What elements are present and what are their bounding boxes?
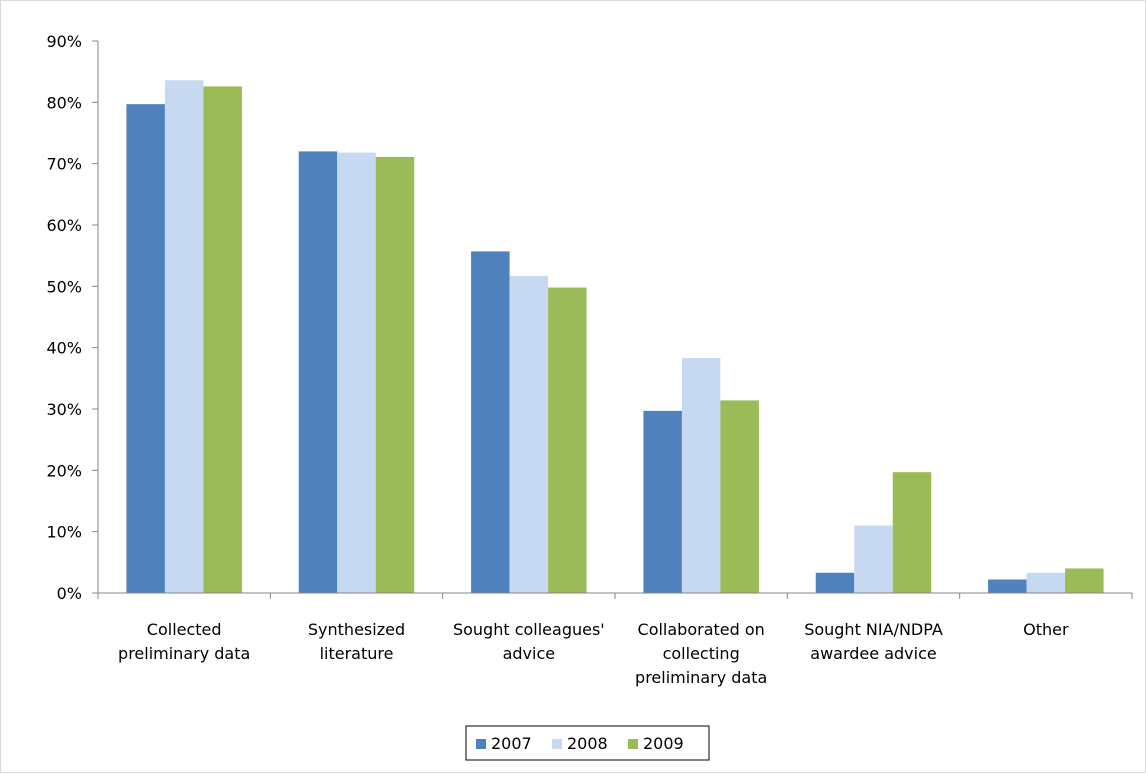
x-axis-category-labels: Collected preliminary data Synthesized lite… xyxy=(118,620,1069,687)
x-category-label: Sought NIA/NDPA awardee advice xyxy=(804,620,943,663)
y-axis-ticks: 0% 10% 20% 30% 40% 50% 60% 70% 80% 90% xyxy=(46,32,98,603)
x-category-label-line: advice xyxy=(503,644,556,663)
legend-swatch-2007 xyxy=(476,739,486,749)
legend: 2007 2008 2009 xyxy=(465,725,710,761)
x-category-label-line: collecting xyxy=(663,644,740,663)
x-category-label-line: literature xyxy=(320,644,394,663)
bar-2008-0 xyxy=(164,80,204,593)
bar-2007-2 xyxy=(471,251,510,593)
bar-2008-2 xyxy=(509,275,549,593)
y-tick-label: 60% xyxy=(46,216,82,235)
x-category-label-line: Collaborated on xyxy=(638,620,765,639)
bar-2007-0 xyxy=(126,104,165,593)
bar-2007-1 xyxy=(298,151,338,593)
y-tick-label: 70% xyxy=(46,155,82,174)
axes xyxy=(97,41,1133,599)
y-tick-label: 10% xyxy=(46,523,82,542)
bar-2007-3 xyxy=(643,410,682,593)
x-category-label-line: Other xyxy=(1023,620,1069,639)
bar-2009-5 xyxy=(1065,568,1104,593)
y-tick-label: 80% xyxy=(46,93,82,112)
bar-2009-2 xyxy=(548,287,587,593)
bar-2009-3 xyxy=(720,400,759,593)
legend-label-2009: 2009 xyxy=(643,734,684,753)
x-category-label-line: Sought NIA/NDPA xyxy=(804,620,943,639)
x-category-label-line: preliminary data xyxy=(635,668,767,687)
y-tick-label: 20% xyxy=(46,461,82,480)
bars xyxy=(126,80,1104,594)
bar-2009-0 xyxy=(203,86,242,594)
x-category-label-line: awardee advice xyxy=(810,644,936,663)
bar-2008-4 xyxy=(854,525,893,593)
y-tick-label: 0% xyxy=(57,584,82,603)
x-category-label-line: Sought colleagues' xyxy=(453,620,605,639)
bar-2007-4 xyxy=(815,572,855,593)
x-category-label-line: preliminary data xyxy=(118,644,250,663)
x-category-label: Sought colleagues' advice xyxy=(453,620,605,663)
bar-2009-1 xyxy=(375,156,415,594)
y-tick-label: 40% xyxy=(46,339,82,358)
x-category-label: Other xyxy=(1023,620,1069,639)
bar-2007-5 xyxy=(988,579,1027,593)
bar-2008-3 xyxy=(681,358,721,593)
bar-2008-5 xyxy=(1026,572,1066,593)
x-category-label-line: Collected xyxy=(147,620,222,639)
legend-box xyxy=(465,725,710,761)
x-category-label: Collaborated on collecting preliminary dat… xyxy=(635,620,767,687)
legend-label-2007: 2007 xyxy=(491,734,532,753)
legend-swatch-2008 xyxy=(552,739,562,749)
bar-2008-1 xyxy=(337,152,376,594)
legend-swatch-2009 xyxy=(628,739,638,749)
bar-2009-4 xyxy=(892,472,932,593)
legend-label-2008: 2008 xyxy=(567,734,608,753)
y-tick-label: 90% xyxy=(46,32,82,51)
y-tick-label: 50% xyxy=(46,277,82,296)
x-category-label-line: Synthesized xyxy=(308,620,405,639)
x-category-label: Collected preliminary data xyxy=(118,620,250,663)
x-category-label: Synthesized literature xyxy=(308,620,405,663)
y-tick-label: 30% xyxy=(46,400,82,419)
